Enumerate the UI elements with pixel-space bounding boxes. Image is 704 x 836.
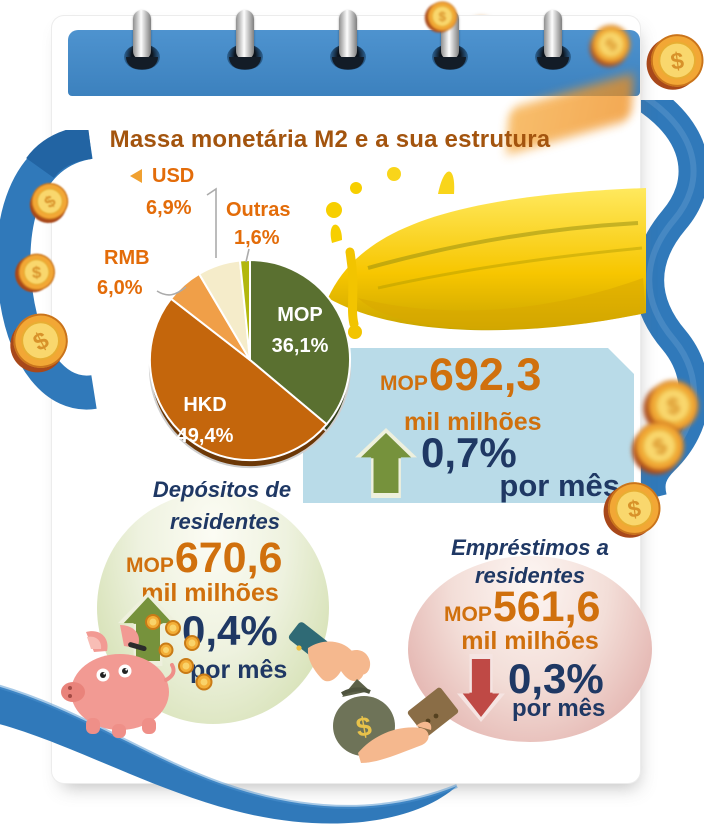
svg-text:$: $ xyxy=(666,392,682,419)
m2-value: MOP 692,3 xyxy=(380,352,541,397)
coin-icon: $ xyxy=(22,176,76,230)
loans-unit: mil milhões xyxy=(461,627,599,655)
loans-change: 0,3% xyxy=(508,655,604,702)
binder-ring-icon xyxy=(223,8,267,80)
money-exchange-hands-icon: $ xyxy=(288,622,459,763)
pie-label-hkd: HKD 49,4% xyxy=(158,390,252,452)
svg-text:$: $ xyxy=(626,495,643,523)
receiver-hand xyxy=(358,727,429,763)
loans-amount: 561,6 xyxy=(492,583,601,631)
coin-icon: $ xyxy=(3,307,75,379)
gold-splash-decoration xyxy=(326,167,646,339)
deposits-amount: 670,6 xyxy=(174,534,283,582)
pie-label-outras: Outras xyxy=(226,199,291,221)
page-title: Massa monetária M2 e a sua estrutura xyxy=(109,126,551,153)
binder-ring-icon xyxy=(120,8,164,80)
pie-label-usd-pct: 6,9% xyxy=(146,197,192,219)
coin-icon: $ xyxy=(640,27,704,97)
loans-title-line1: Empréstimos a xyxy=(451,535,609,560)
coin-icon: $ xyxy=(637,373,704,442)
pie-label-hkd-name: HKD xyxy=(183,394,227,416)
pie-chart-svg xyxy=(148,258,351,469)
coin-icon: $ xyxy=(420,0,463,38)
loans-title-line2: residentes xyxy=(474,563,586,588)
piggy-bank-icon xyxy=(61,614,213,738)
pie-label-mop: MOP 36,1% xyxy=(258,300,342,362)
pie-label-outras-pct: 1,6% xyxy=(234,227,280,249)
binder-ring-icon xyxy=(531,8,575,80)
coin-icon: $ xyxy=(597,475,667,545)
usd-pointer-icon xyxy=(130,169,142,183)
svg-text:$: $ xyxy=(32,264,42,282)
svg-text:$: $ xyxy=(439,9,447,24)
m2-amount: 692,3 xyxy=(428,349,542,400)
binder-ring-icon xyxy=(326,8,370,80)
pie-label-rmb-pct: 6,0% xyxy=(97,277,143,299)
deposits-currency: MOP xyxy=(126,554,174,577)
m2-unit: mil milhões xyxy=(404,408,542,436)
pie-leader-lines xyxy=(156,187,250,296)
coin-icon: $ xyxy=(583,19,637,73)
loans-period: por mês xyxy=(512,695,606,722)
deposits-value: MOP 670,6 xyxy=(126,537,282,580)
deposits-title-line1: Depósitos de xyxy=(152,477,292,502)
svg-text:$: $ xyxy=(669,47,686,75)
pie-label-mop-name: MOP xyxy=(277,304,323,326)
pie-label-hkd-pct: 49,4% xyxy=(176,425,234,447)
loans-currency: MOP xyxy=(444,603,492,626)
left-ribbon-decoration xyxy=(0,130,97,410)
falling-coins xyxy=(145,614,213,691)
coin-icon: $ xyxy=(627,417,689,479)
svg-text:$: $ xyxy=(354,711,374,743)
coin-icon: $ xyxy=(9,247,60,298)
m2-currency: MOP xyxy=(380,372,428,395)
loans-value: MOP 561,6 xyxy=(444,586,600,629)
deposits-unit: mil milhões xyxy=(141,579,279,607)
m2-total-box xyxy=(303,348,634,503)
pie-label-rmb: RMB xyxy=(104,247,150,269)
pie-label-mop-pct: 36,1% xyxy=(271,335,329,357)
pie-label-usd: USD xyxy=(152,165,195,187)
m2-change: 0,7% xyxy=(421,429,517,476)
bottom-ribbon-decoration xyxy=(0,684,458,824)
m2-period: por mês xyxy=(499,468,620,503)
deposits-title-line2: residentes xyxy=(169,509,281,534)
